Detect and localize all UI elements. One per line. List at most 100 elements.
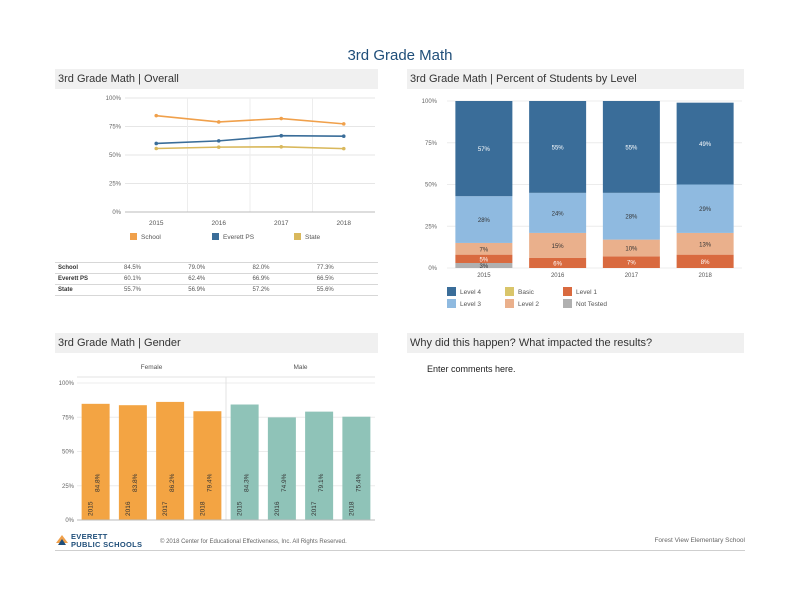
bar-segment (602, 256, 660, 268)
logo-line-1: EVERETT (71, 532, 108, 541)
data-label: 8% (701, 260, 710, 266)
bar-segment (529, 232, 587, 258)
table-cell: 56.9% (185, 284, 250, 296)
legend-swatch (505, 299, 514, 308)
year-label: 2018 (199, 501, 206, 516)
legend-swatch (563, 299, 572, 308)
data-point (279, 144, 284, 149)
data-label: 6% (553, 261, 562, 267)
bar-segment (529, 101, 587, 193)
x-tick-label: 2018 (698, 273, 712, 279)
data-label: 3% (480, 264, 489, 270)
data-point (341, 146, 346, 151)
row-label: School (55, 262, 121, 274)
data-label: 10% (625, 246, 638, 252)
bar-segment (602, 239, 660, 257)
y-tick-label: 50% (109, 153, 122, 159)
legend-swatch (447, 299, 456, 308)
y-tick-label: 75% (425, 141, 438, 147)
data-label: 55% (552, 145, 565, 151)
table-row: State 55.7% 56.9% 57.2% 55.6% (55, 284, 378, 296)
bar-segment (455, 242, 513, 255)
data-label: 15% (552, 244, 565, 250)
y-tick-label: 0% (428, 266, 437, 272)
x-tick-label: 2015 (477, 273, 491, 279)
data-point (341, 122, 346, 126)
comment-text[interactable]: Enter comments here. (427, 364, 516, 374)
bar-segment (602, 192, 660, 240)
legend-label: Level 4 (460, 289, 481, 296)
data-label: 83.8% (132, 473, 139, 492)
page-title: 3rd Grade Math (347, 47, 453, 64)
data-point (279, 133, 284, 138)
bar-segment (676, 102, 734, 185)
legend-swatch (563, 287, 572, 296)
table-cell: 77.3% (313, 262, 378, 274)
legend-swatch (294, 233, 301, 240)
data-point (154, 141, 159, 146)
copyright-text: © 2018 Center for Educational Effectiven… (160, 539, 347, 545)
footer-divider (55, 550, 745, 551)
year-label: 2016 (125, 501, 132, 516)
data-label: 49% (699, 142, 712, 148)
y-tick-label: 25% (62, 484, 75, 490)
table-cell: 79.0% (185, 262, 250, 274)
year-label: 2018 (348, 501, 355, 516)
bar-segment (455, 101, 513, 197)
table-cell: 57.2% (249, 284, 314, 296)
bar-segment (455, 254, 513, 263)
y-tick-label: 0% (112, 210, 121, 216)
gender-bar-chart: 100% 75% 50% 25% 0% Female 2015 84.8% 2016 83.8% 2… (59, 364, 375, 524)
x-tick-label: 2018 (337, 220, 352, 227)
legend-label: Level 3 (460, 301, 481, 308)
x-tick-label: 2017 (274, 220, 289, 227)
year-label: 2017 (162, 501, 169, 516)
logo-line-2: PUBLIC SCHOOLS (71, 540, 143, 549)
y-tick-label: 0% (65, 518, 74, 524)
bar-segment (455, 196, 513, 243)
table-cell: 62.4% (185, 273, 250, 285)
series-line (156, 145, 344, 150)
legend-label: School (141, 234, 161, 241)
group-label: Male (293, 364, 307, 371)
table-cell: 66.9% (249, 273, 314, 285)
y-tick-label: 75% (109, 125, 122, 131)
data-label: 28% (625, 215, 638, 221)
bar-segment (529, 192, 587, 233)
bar (230, 404, 259, 520)
data-label: 13% (699, 242, 712, 248)
x-tick-label: 2016 (551, 273, 565, 279)
district-logo: EVERETT PUBLIC SCHOOLS (55, 532, 150, 549)
levels-stacked-bar-chart: 100% 75% 50% 25% 0% 3%5% 7% 28% 57% 2015 6% 15% 24% 5… (422, 99, 742, 308)
group-label: Female (141, 364, 163, 371)
data-label: 84.8% (95, 473, 102, 492)
series-line (156, 114, 344, 125)
data-label: 28% (478, 218, 491, 224)
series-line (156, 134, 344, 145)
gender-panel-title: 3rd Grade Math | Gender (55, 333, 378, 353)
bar (342, 416, 371, 520)
x-tick-label: 2016 (212, 220, 227, 227)
legend-swatch (505, 287, 514, 296)
x-tick-label: 2017 (625, 273, 639, 279)
data-point (216, 139, 221, 143)
bar-segment (455, 262, 513, 268)
bar-segment (676, 254, 734, 268)
legend-label: Not Tested (576, 301, 607, 308)
data-point (216, 120, 221, 124)
bar-segment (676, 184, 734, 233)
data-label: 74.9% (281, 473, 288, 492)
school-name: Forest View Elementary School (654, 537, 745, 544)
table-cell: 55.7% (121, 284, 186, 296)
data-label: 24% (552, 211, 565, 217)
logo-mark-icon (56, 535, 68, 545)
data-label: 79.4% (206, 473, 213, 492)
y-tick-label: 100% (59, 381, 75, 387)
legend-label: Level 2 (518, 301, 539, 308)
year-label: 2016 (274, 501, 281, 516)
legend-label: Level 1 (576, 289, 597, 296)
data-label: 84.3% (244, 473, 251, 492)
table-cell: 84.5% (121, 262, 186, 274)
table-row: School 84.5% 79.0% 82.0% 77.3% (55, 262, 378, 274)
levels-panel-title: 3rd Grade Math | Percent of Students by … (407, 69, 744, 89)
